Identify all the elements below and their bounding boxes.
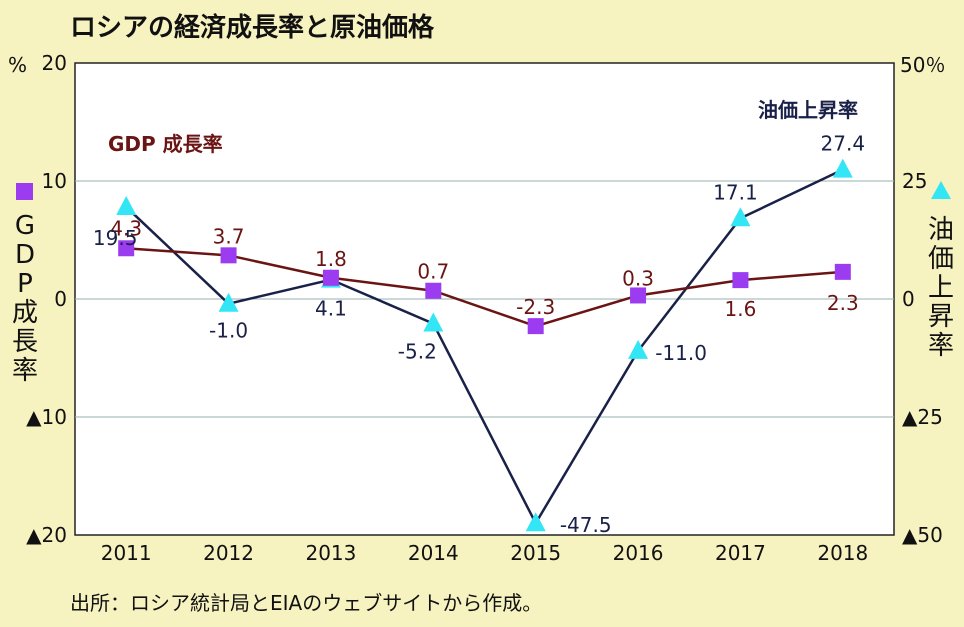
oil-data-label: -47.5 <box>560 513 612 537</box>
x-tick-label: 2011 <box>101 541 152 565</box>
gdp-data-label: 1.8 <box>315 247 347 271</box>
right-tick-label: ▲25 <box>902 405 943 429</box>
gdp-point <box>118 240 135 257</box>
gdp-data-label: 3.7 <box>213 224 245 248</box>
oil-point <box>423 312 444 332</box>
left-axis-label-char: P <box>17 269 33 299</box>
chart-title: ロシアの経済成長率と原油価格 <box>70 12 435 43</box>
gdp-series <box>118 240 851 335</box>
right-tick-label: 0 <box>902 287 915 311</box>
right-axis-label-char: 率 <box>928 331 954 361</box>
oil-series-line <box>125 168 844 526</box>
x-tick-label: 2017 <box>715 541 766 565</box>
gridlines <box>75 180 894 418</box>
left-tick-label: 0 <box>54 287 67 311</box>
x-axis-ticks: 2011 2012 2013 2014 2015 2016 2017 2018 <box>101 541 869 565</box>
oil-data-label: -11.0 <box>655 341 707 365</box>
right-axis-label-char: 価 <box>928 244 954 274</box>
data-labels: 4.3 3.7 1.8 0.7 -2.3 0.3 1.6 2.3 19.5 -1.0 4.1 -5.2… <box>93 132 865 538</box>
left-axis-label-char: G <box>15 211 35 241</box>
oil-point <box>116 195 137 215</box>
right-tick-label: 25 <box>902 169 927 193</box>
left-axis-ticks: 20 10 0 ▲10 ▲20 <box>26 51 67 547</box>
gdp-data-label: 2.3 <box>827 291 859 315</box>
left-axis-label-char: 長 <box>12 327 38 357</box>
left-axis-label-char: D <box>15 240 35 270</box>
oil-point <box>628 339 649 359</box>
left-tick-label: 20 <box>42 51 67 75</box>
left-tick-label: 10 <box>42 169 67 193</box>
oil-point <box>730 207 751 227</box>
oil-data-label: -5.2 <box>398 340 437 364</box>
gdp-point <box>322 269 339 286</box>
x-tick-label: 2014 <box>408 541 459 565</box>
gdp-data-label: 1.6 <box>725 297 757 321</box>
x-tick-label: 2013 <box>305 541 356 565</box>
right-axis-ticks: 25 0 ▲25 ▲50 <box>902 169 943 547</box>
gdp-point <box>732 272 749 289</box>
right-axis-label: 油価上昇率 <box>928 215 954 361</box>
oil-series-name: 油価上昇率 <box>758 98 858 122</box>
x-tick-label: 2015 <box>510 541 561 565</box>
left-axis-label-char: 成 <box>12 298 38 328</box>
left-tick-label: ▲10 <box>26 405 67 429</box>
right-axis-label-char: 上 <box>928 273 954 303</box>
gdp-point <box>834 263 851 280</box>
source-note: 出所：ロシア統計局とEIAのウェブサイトから作成。 <box>70 591 542 615</box>
oil-point <box>832 158 853 178</box>
left-axis-unit: % <box>8 53 27 77</box>
oil-data-label: 4.1 <box>315 297 347 321</box>
left-tick-label: ▲20 <box>26 523 67 547</box>
x-tick-label: 2018 <box>817 541 868 565</box>
gdp-data-label: 0.3 <box>622 266 654 290</box>
gdp-data-label: -2.3 <box>516 295 555 319</box>
oil-data-label: 19.5 <box>93 226 138 250</box>
purple-square-icon <box>16 183 33 200</box>
gdp-point <box>220 247 237 264</box>
gdp-point <box>425 282 442 299</box>
gdp-data-label: 4.3 <box>110 216 142 240</box>
oil-point <box>218 292 239 312</box>
right-axis-label-char: 油 <box>928 215 954 245</box>
oil-data-label: 27.4 <box>821 132 866 156</box>
gdp-point <box>630 287 647 304</box>
right-axis-label-char: 昇 <box>928 302 954 332</box>
oil-data-label: -1.0 <box>209 319 248 343</box>
right-axis-unit: 50％ <box>900 53 945 77</box>
gdp-data-label: 0.7 <box>417 260 449 284</box>
oil-data-label: 17.1 <box>713 180 758 204</box>
x-tick-label: 2016 <box>613 541 664 565</box>
x-tick-label: 2012 <box>203 541 254 565</box>
gdp-series-line <box>126 247 843 328</box>
right-tick-label: ▲50 <box>902 523 943 547</box>
gdp-series-name: GDP 成長率 <box>108 132 223 156</box>
oil-point <box>525 512 546 532</box>
gdp-point <box>527 318 544 335</box>
cyan-triangle-icon <box>931 181 951 199</box>
left-axis-label-char: 率 <box>12 356 38 386</box>
